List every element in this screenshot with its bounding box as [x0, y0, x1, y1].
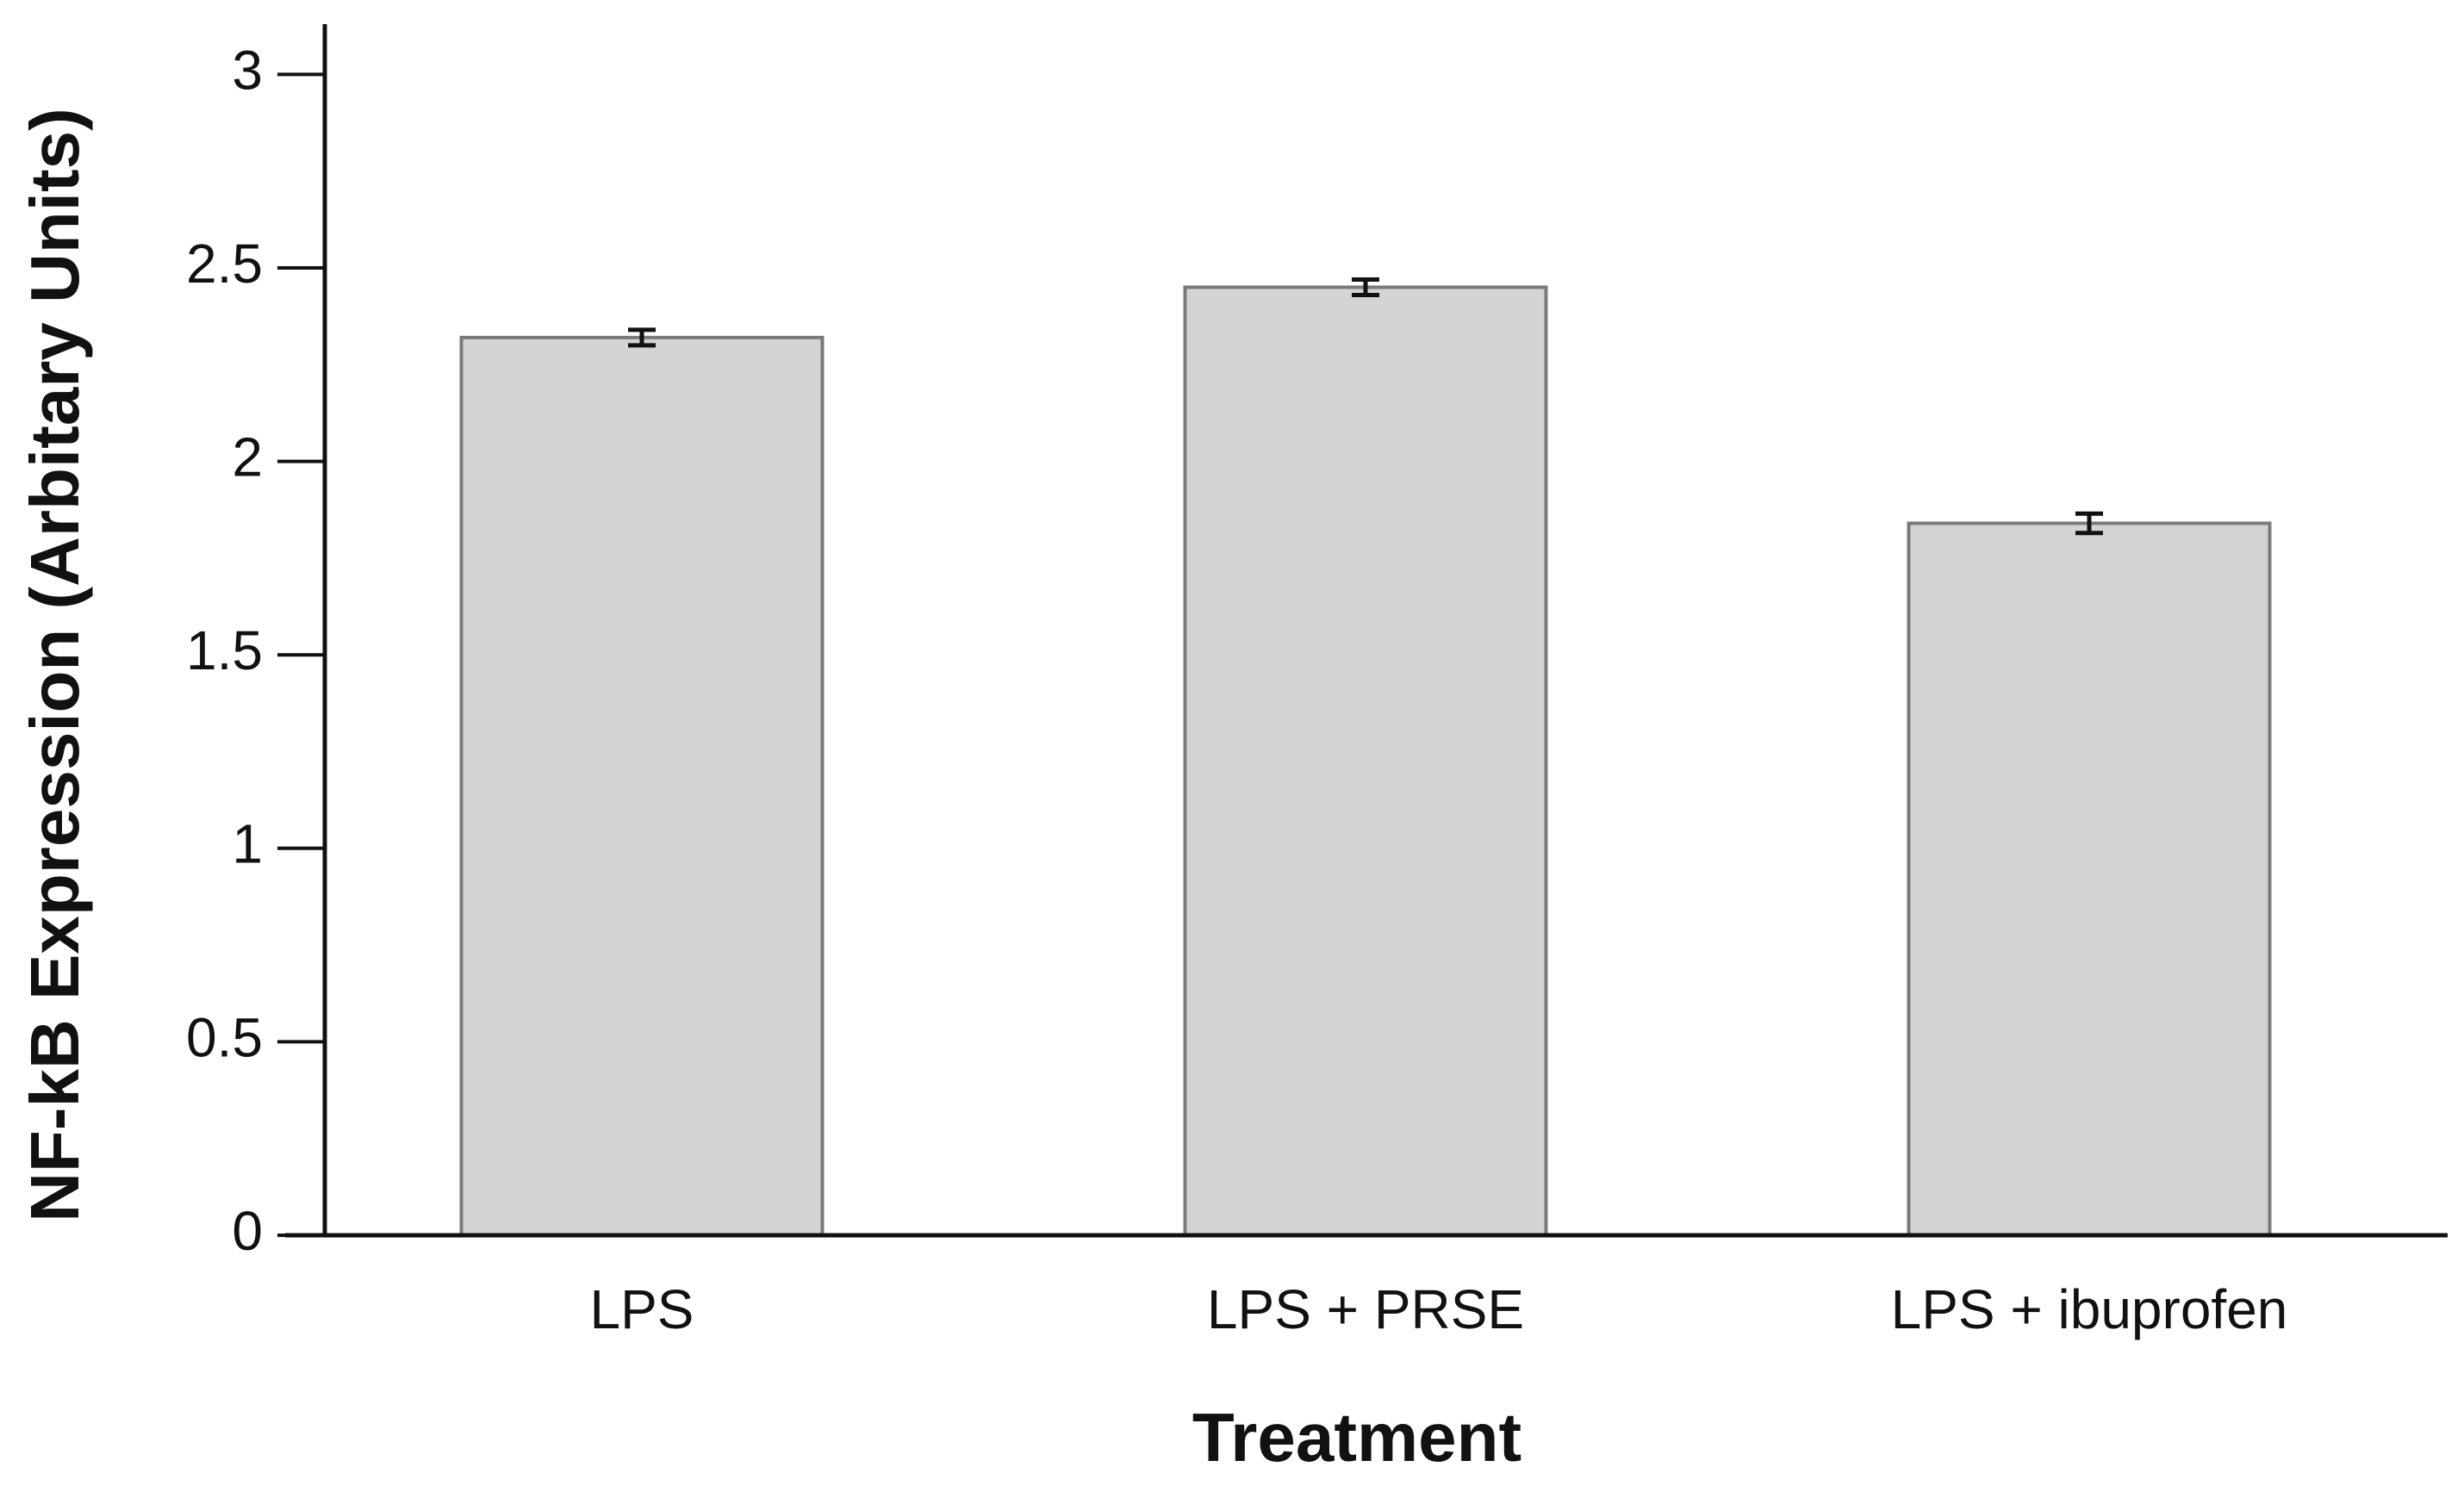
y-tick-label: 2.5: [186, 233, 263, 295]
x-tick-label: LPS + ibuprofen: [1891, 1278, 2288, 1340]
y-tick-label: 1.5: [186, 619, 263, 681]
y-tick-label: 3: [232, 39, 263, 101]
x-axis-title: Treatment: [1192, 1399, 1521, 1476]
error-bar: [2075, 511, 2103, 536]
bar: [459, 335, 824, 1237]
y-tick-label: 0.5: [186, 1006, 263, 1068]
bar: [1183, 285, 1548, 1237]
y-tick-label: 2: [232, 426, 263, 488]
y-tick-label: 1: [232, 813, 263, 875]
bar: [1907, 521, 2272, 1237]
x-tick-label: LPS: [590, 1278, 694, 1340]
error-bar: [628, 327, 656, 348]
y-axis-title: NF-kB Expression (Arbitary Units): [16, 108, 93, 1222]
x-tick-label: LPS + PRSE: [1207, 1278, 1524, 1340]
y-tick-label: 0: [232, 1200, 263, 1262]
error-bar: [1352, 277, 1379, 297]
